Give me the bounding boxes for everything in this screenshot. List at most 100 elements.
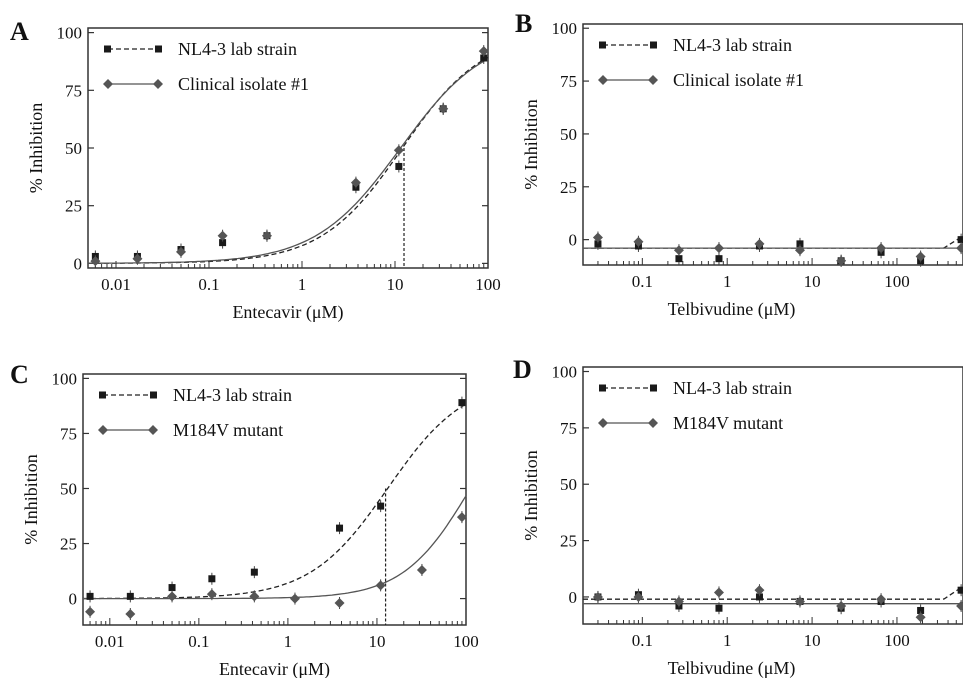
panel-d-ylabel: % Inhibition: [521, 450, 541, 541]
panel-c-legend-marker-1b: [150, 391, 157, 399]
panel-c-xtick-label: 10: [368, 632, 385, 651]
panel-c-point-s1: [86, 592, 94, 600]
panel-d-point-s1: [957, 586, 963, 594]
panel-d-ytick-label: 25: [560, 532, 577, 551]
panel-b-ytick-label: 50: [560, 125, 577, 144]
panel-c-ytick-label: 0: [69, 590, 78, 609]
panel-b-point-s2: [794, 245, 805, 256]
panel-d-ytick-label: 0: [569, 588, 578, 607]
panel-b-point-s2: [673, 245, 684, 256]
panel-c-point-s1: [458, 399, 466, 407]
panel-a-point-s2: [438, 103, 449, 114]
panel-d: D 0 25 50 75 100 0.1 1 10 100 Telbivudine (μM) %…: [513, 355, 963, 678]
panel-c-ylabel: % Inhibition: [21, 454, 41, 545]
panel-b-point-s1: [957, 236, 963, 244]
panel-b-point-s2: [956, 243, 963, 254]
panel-b-letter: B: [515, 9, 532, 38]
panel-c-point-s2: [125, 608, 136, 619]
panel-c-point-s2: [206, 589, 217, 600]
panel-d-point-s1: [917, 606, 925, 614]
panel-c-point-s2: [289, 593, 300, 604]
panel-a-xtick-label: 100: [475, 275, 501, 294]
panel-a-ytick-label: 50: [65, 139, 82, 158]
panel-d-point-s2: [836, 600, 847, 611]
panel-c-plot: 0 25 50 75 100 0.01 0.1 1 10 100: [52, 369, 479, 651]
panel-a-ytick-label: 100: [57, 24, 83, 43]
panel-c-point-s1: [208, 575, 216, 583]
panel-d-frame: [582, 366, 963, 625]
panel-c-legend-marker-1: [99, 391, 106, 399]
panel-b-point-s2: [836, 255, 847, 266]
panel-c-point-s2: [85, 606, 96, 617]
panel-a-ylabel: % Inhibition: [26, 103, 46, 194]
panel-c-legend-marker-2: [98, 425, 108, 435]
panel-d-point-s2: [592, 591, 603, 602]
panel-b-xtick-label: 0.1: [632, 272, 653, 291]
panel-d-letter: D: [513, 355, 532, 384]
panel-c-point-s1: [377, 502, 385, 510]
panel-d-xtick-label: 100: [884, 631, 910, 650]
panel-c-ytick-label: 100: [52, 369, 78, 388]
panel-a-point-s1: [395, 162, 403, 170]
panel-c-point-s1: [126, 592, 134, 600]
panel-d-point-s2: [915, 612, 926, 623]
panel-d-point-s1: [715, 604, 723, 612]
panel-c-xtick-label: 1: [284, 632, 293, 651]
panel-b-ytick-label: 25: [560, 178, 577, 197]
panel-a-xtick-label: 0.01: [101, 275, 131, 294]
panel-a-point-s2: [217, 230, 228, 241]
panel-a-letter: A: [10, 17, 29, 46]
panel-a-fit-2: [88, 58, 489, 264]
panel-a-frame: [87, 27, 489, 269]
panel-d-fit-1: [583, 585, 963, 600]
panel-a-legend-marker-1b: [155, 45, 162, 53]
panel-d-legend-marker-1b: [650, 384, 657, 392]
panel-b-ytick-label: 100: [552, 19, 578, 38]
panel-b-legend-marker-1b: [650, 41, 657, 49]
panel-d-point-s2: [794, 596, 805, 607]
panel-c-ytick-label: 75: [60, 424, 77, 443]
panel-d-legend-label-2: M184V mutant: [673, 413, 783, 433]
panel-b-frame: [582, 23, 963, 266]
panel-d-xlabel: Telbivudine (μM): [668, 658, 796, 678]
panel-b-point-s1: [594, 240, 602, 248]
panel-c-legend-marker-2b: [148, 425, 158, 435]
panel-b-point-s2: [754, 238, 765, 249]
panel-c-point-s2: [167, 591, 178, 602]
panel-b-ylabel: % Inhibition: [521, 99, 541, 190]
panel-a-xtick-label: 10: [386, 275, 403, 294]
panel-d-xtick-label: 1: [723, 631, 732, 650]
panel-c-fit-2: [83, 495, 467, 600]
panel-a-point-s2: [393, 145, 404, 156]
panel-c-xtick-label: 0.1: [188, 632, 209, 651]
panel-c-letter: C: [10, 360, 29, 389]
panel-a-point-s2: [132, 253, 143, 264]
panel-a-xtick-label: 1: [298, 275, 307, 294]
panel-d-legend-marker-2b: [648, 418, 658, 428]
panel-b-xtick-label: 10: [804, 272, 821, 291]
panel-c-point-s1: [168, 584, 176, 592]
panel-a-point-s1: [480, 54, 488, 62]
panel-b-ytick-label: 0: [569, 231, 578, 250]
panel-b-point-s2: [876, 243, 887, 254]
panel-d-ytick-label: 100: [552, 363, 578, 382]
panel-d-point-s2: [876, 594, 887, 605]
panel-d-ytick-label: 50: [560, 475, 577, 494]
panel-b-point-s1: [715, 255, 723, 263]
panel-c-point-s2: [334, 597, 345, 608]
panel-a-ytick-label: 0: [74, 254, 83, 273]
panel-d-legend-label-1: NL4-3 lab strain: [673, 378, 792, 398]
panel-b-legend-marker-2: [598, 75, 608, 85]
panel-d-plot: 0 25 50 75 100 0.1 1 10 100: [552, 363, 963, 650]
panel-a-legend-marker-2: [103, 79, 113, 89]
panel-a-legend-marker-2b: [153, 79, 163, 89]
panel-b: B 0 25 50 75 100 0.1 1 10 100 Telbivudine (μM) %…: [515, 9, 963, 320]
panel-a-point-s2: [261, 230, 272, 241]
panel-a-legend-label-1: NL4-3 lab strain: [178, 39, 297, 59]
panel-a-ytick-label: 75: [65, 81, 82, 100]
panel-a-ytick-label: 25: [65, 197, 82, 216]
panel-a: A 0 25 50 75 100 0.01 0.1 1 10 100 Entecavir (μM)…: [10, 17, 501, 323]
panel-c-ytick-label: 50: [60, 479, 77, 498]
panel-b-point-s1: [675, 255, 683, 263]
